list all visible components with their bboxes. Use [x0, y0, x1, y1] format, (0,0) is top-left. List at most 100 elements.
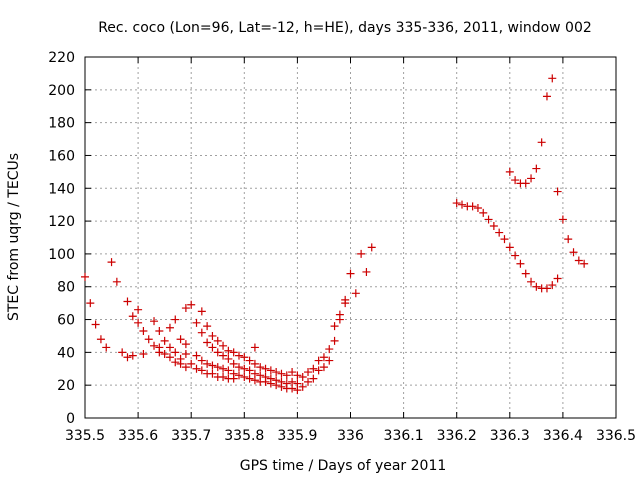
data-point: [489, 222, 498, 231]
y-tick-label: 20: [57, 378, 75, 394]
data-point: [500, 235, 509, 244]
data-point: [293, 386, 302, 395]
data-point: [128, 312, 137, 321]
data-point: [123, 353, 132, 362]
data-point: [197, 366, 206, 375]
data-point: [176, 335, 185, 344]
data-point: [346, 269, 355, 278]
data-point: [250, 376, 259, 385]
data-point: [208, 343, 217, 352]
data-point: [181, 304, 190, 313]
data-point: [160, 350, 169, 359]
x-tick-label: 335.5: [65, 428, 105, 444]
data-point: [468, 202, 477, 211]
data-point: [224, 346, 233, 355]
data-point: [203, 322, 212, 331]
data-point: [266, 379, 275, 388]
data-point: [139, 327, 148, 336]
data-point: [314, 356, 323, 365]
data-point: [304, 368, 313, 377]
data-point: [197, 356, 206, 365]
data-point: [309, 374, 318, 383]
data-point: [197, 307, 206, 316]
data-point: [335, 310, 344, 319]
data-point: [479, 208, 488, 217]
data-point: [134, 305, 143, 314]
data-point: [288, 384, 297, 393]
y-tick-label: 80: [57, 280, 75, 296]
data-points: [81, 74, 589, 395]
data-point: [548, 74, 557, 83]
data-point: [277, 382, 286, 391]
y-tick-label: 200: [48, 83, 75, 99]
x-tick-label: 335.7: [171, 428, 211, 444]
data-point: [224, 354, 233, 363]
data-point: [495, 228, 504, 237]
data-point: [245, 374, 254, 383]
data-point: [250, 359, 259, 368]
data-point: [511, 176, 520, 185]
y-tick-label: 140: [48, 181, 75, 197]
grid-lines: [85, 57, 616, 418]
data-point: [187, 359, 196, 368]
data-point: [81, 272, 89, 281]
x-tick-label: 336.4: [543, 428, 583, 444]
data-point: [150, 317, 159, 326]
data-point: [580, 259, 589, 268]
data-point: [213, 336, 222, 345]
data-point: [150, 341, 159, 350]
data-point: [574, 256, 583, 265]
x-tick-label: 335.8: [224, 428, 264, 444]
y-tick-label: 160: [48, 148, 75, 164]
data-point: [521, 269, 530, 278]
chart-title: Rec. coco (Lon=96, Lat=-12, h=HE), days …: [98, 20, 592, 36]
data-point: [192, 351, 201, 360]
data-point: [261, 364, 270, 373]
x-axis-title: GPS time / Days of year 2011: [240, 458, 447, 474]
y-tick-label: 100: [48, 247, 75, 263]
data-point: [203, 338, 212, 347]
data-point: [213, 348, 222, 357]
data-point: [558, 215, 567, 224]
data-point: [569, 248, 578, 257]
data-point: [181, 363, 190, 372]
data-point: [511, 251, 520, 260]
data-point: [521, 179, 530, 188]
data-point: [256, 363, 265, 372]
data-point: [208, 331, 217, 340]
data-point: [240, 364, 249, 373]
data-point: [532, 282, 541, 291]
data-point: [548, 281, 557, 290]
data-point: [192, 364, 201, 373]
data-point: [176, 359, 185, 368]
data-point: [298, 382, 307, 391]
data-point: [304, 377, 313, 386]
data-point: [187, 300, 196, 309]
data-point: [181, 350, 190, 359]
data-point: [219, 372, 228, 381]
data-point: [362, 267, 371, 276]
data-point: [160, 336, 169, 345]
data-point: [319, 353, 328, 362]
data-point: [197, 328, 206, 337]
data-point: [452, 199, 461, 208]
data-point: [219, 351, 228, 360]
data-point: [516, 259, 525, 268]
data-point: [155, 327, 164, 336]
y-tick-label: 60: [57, 313, 75, 329]
data-point: [330, 322, 339, 331]
data-point: [272, 368, 281, 377]
data-point: [234, 351, 243, 360]
data-point: [277, 369, 286, 378]
data-point: [245, 366, 254, 375]
data-point: [542, 92, 551, 101]
data-point: [86, 299, 95, 308]
x-tick-label: 335.9: [277, 428, 317, 444]
data-point: [165, 353, 174, 362]
data-point: [357, 249, 366, 258]
data-point: [139, 350, 148, 359]
data-point: [309, 364, 318, 373]
y-tick-label: 40: [57, 345, 75, 361]
y-tick-label: 0: [66, 411, 75, 427]
